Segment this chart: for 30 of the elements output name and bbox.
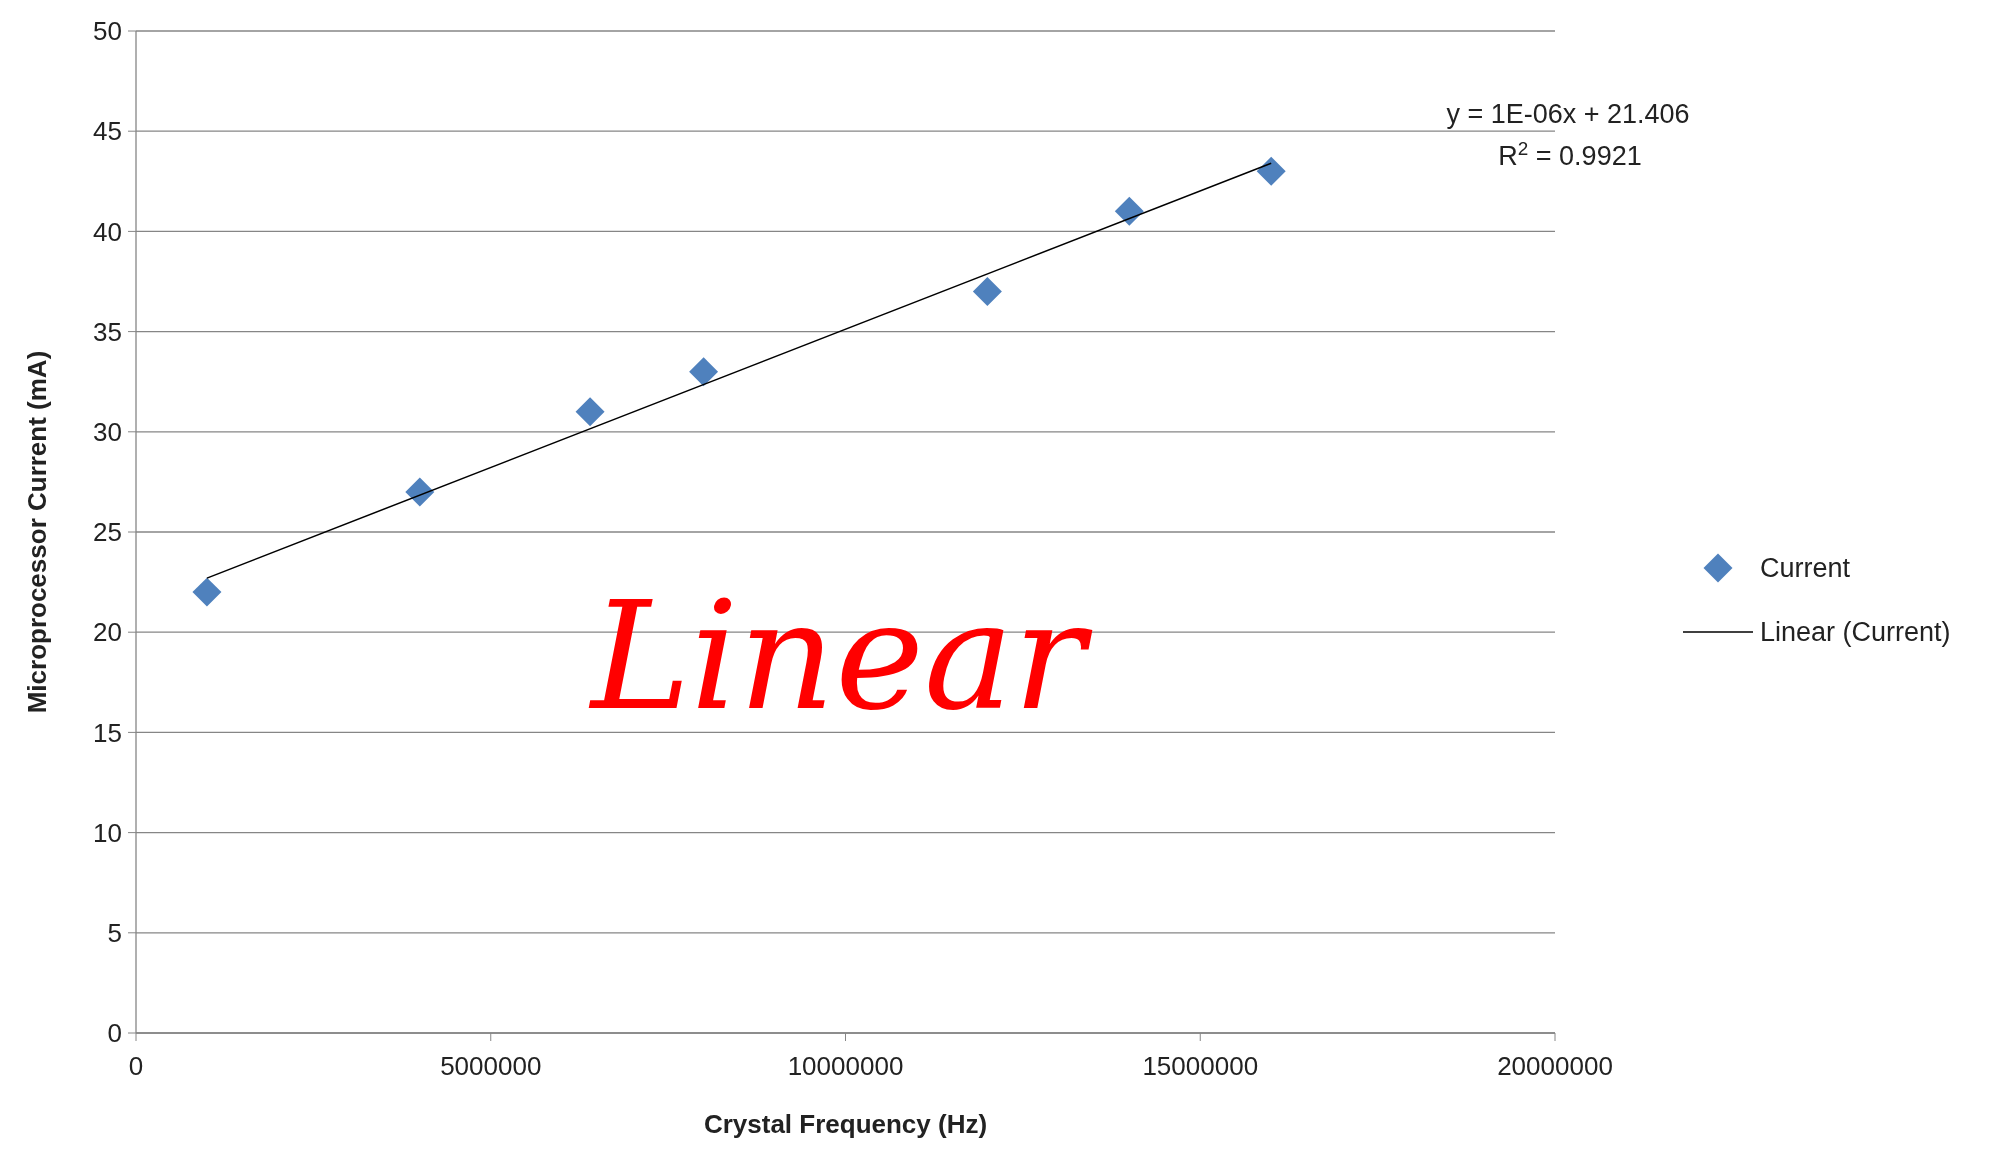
y-tick-label: 20 (93, 617, 122, 648)
point (689, 357, 719, 387)
legend-label: Linear (Current) (1760, 617, 1951, 648)
y-tick-label: 45 (93, 116, 122, 147)
y-tick-label: 0 (107, 1018, 122, 1049)
point (575, 397, 605, 427)
x-tick-label: 10000000 (787, 1051, 904, 1081)
annotation: R$^{2}$ = 0.9921 (1498, 137, 1642, 171)
point (1256, 156, 1286, 186)
point (1114, 196, 1144, 226)
y-tick-label: 50 (93, 16, 122, 47)
annotation: Linear (587, 569, 1094, 743)
y-tick-label: 30 (93, 416, 122, 447)
y-tick-label: 35 (93, 316, 122, 347)
x-tick-label: 0 (128, 1051, 144, 1081)
y-tick-label: 15 (93, 717, 122, 748)
x-tick-label: 20000000 (1497, 1051, 1613, 1081)
x-tick-label: 15000000 (1142, 1051, 1259, 1081)
y-tick-label: 40 (93, 216, 122, 247)
point (405, 477, 435, 507)
legend-label: Current (1760, 553, 1851, 584)
y-tick-label: 25 (93, 517, 122, 548)
y-tick-label: 10 (93, 817, 122, 848)
point (972, 277, 1002, 307)
y-tick-label: 5 (107, 917, 122, 948)
annotation: y = 1E-06x + 21.406 (1446, 99, 1690, 129)
x-tick-label: 5000000 (440, 1051, 542, 1081)
point (192, 577, 222, 607)
y-axis-title: Microprocessor Current (mA) (22, 350, 52, 714)
x-axis-title: Crystal Frequency (Hz) (703, 1109, 988, 1139)
